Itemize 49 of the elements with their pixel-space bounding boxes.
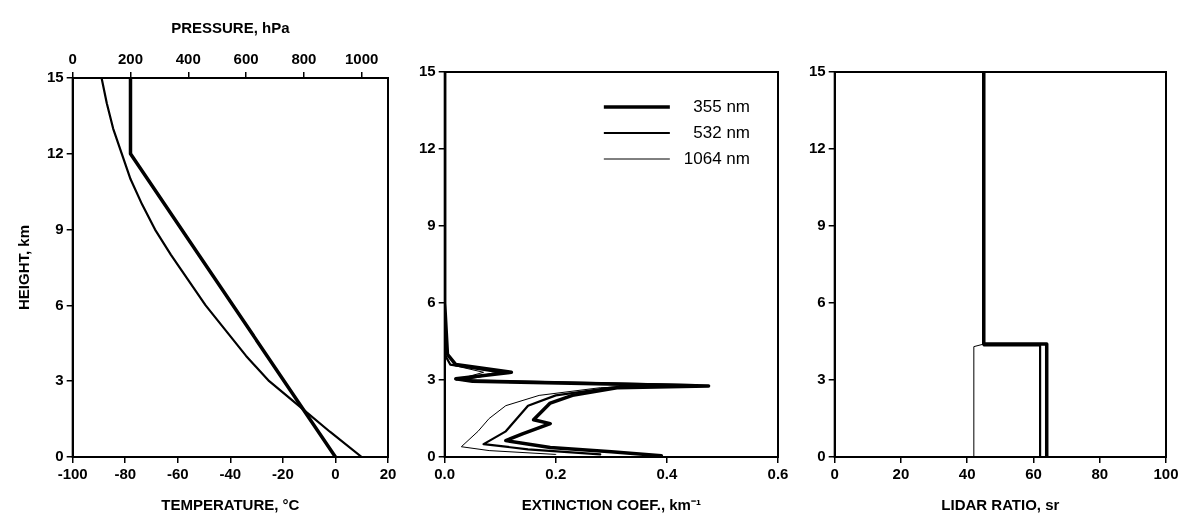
x2-tick-label: 600 (233, 50, 259, 68)
x-tick-label: 0.0 (434, 465, 456, 483)
x-tick-label: 100 (1153, 465, 1179, 483)
y-tick-label: 3 (55, 371, 64, 389)
y-tick-label: 0 (817, 447, 826, 465)
y-tick-label: 12 (47, 143, 64, 161)
x-tick-label: -60 (166, 465, 189, 483)
y-tick-label: 6 (55, 295, 64, 313)
y-tick-label: 0 (55, 447, 64, 465)
x-tick-label: -100 (57, 465, 88, 483)
x-tick-label: 0.4 (656, 465, 678, 483)
y-tick-label: 15 (419, 62, 436, 80)
x-axis-title: LIDAR RATIO, sr (941, 496, 1060, 514)
x2-tick-label: 200 (117, 50, 143, 68)
y-tick-label: 3 (427, 370, 436, 388)
y-tick-label: 9 (817, 216, 826, 234)
y-tick-label: 12 (419, 139, 436, 157)
x-tick-label: -80 (114, 465, 137, 483)
y-tick-label: 15 (47, 68, 64, 86)
y-tick-label: 12 (809, 139, 826, 157)
x-tick-label: 0.2 (545, 465, 567, 483)
y-tick-label: 3 (817, 370, 826, 388)
x-tick-label: 40 (958, 465, 976, 483)
legend-label: 1064 nm (683, 148, 750, 168)
y-tick-label: 9 (55, 219, 64, 237)
x2-tick-label: 1000 (345, 50, 379, 68)
y-tick-label: 0 (427, 447, 436, 465)
y-tick-label: 15 (809, 62, 826, 80)
x2-tick-label: 800 (291, 50, 317, 68)
x-axis-title: EXTINCTION COEF., km⁻¹ (521, 496, 701, 514)
x-tick-label: -20 (272, 465, 294, 483)
x-tick-label: 0 (331, 465, 340, 483)
legend-label: 532 nm (693, 122, 750, 142)
x2-tick-label: 400 (175, 50, 201, 68)
x-axis-title: TEMPERATURE, °C (161, 496, 300, 514)
legend-label: 355 nm (693, 96, 750, 116)
x-tick-label: -40 (219, 465, 242, 483)
x-tick-label: 0.6 (767, 465, 789, 483)
x-tick-label: 60 (1025, 465, 1042, 483)
y-tick-label: 9 (427, 216, 436, 234)
x-tick-label: 80 (1091, 465, 1109, 483)
x-tick-label: 20 (379, 465, 397, 483)
y-axis-title: HEIGHT, km (15, 224, 33, 311)
y-tick-label: 6 (427, 293, 436, 311)
x-tick-label: 20 (892, 465, 910, 483)
x2-tick-label: 0 (68, 50, 77, 68)
x-tick-label: 0 (830, 465, 839, 483)
x2-axis-title: PRESSURE, hPa (171, 19, 291, 37)
y-tick-label: 6 (817, 293, 826, 311)
